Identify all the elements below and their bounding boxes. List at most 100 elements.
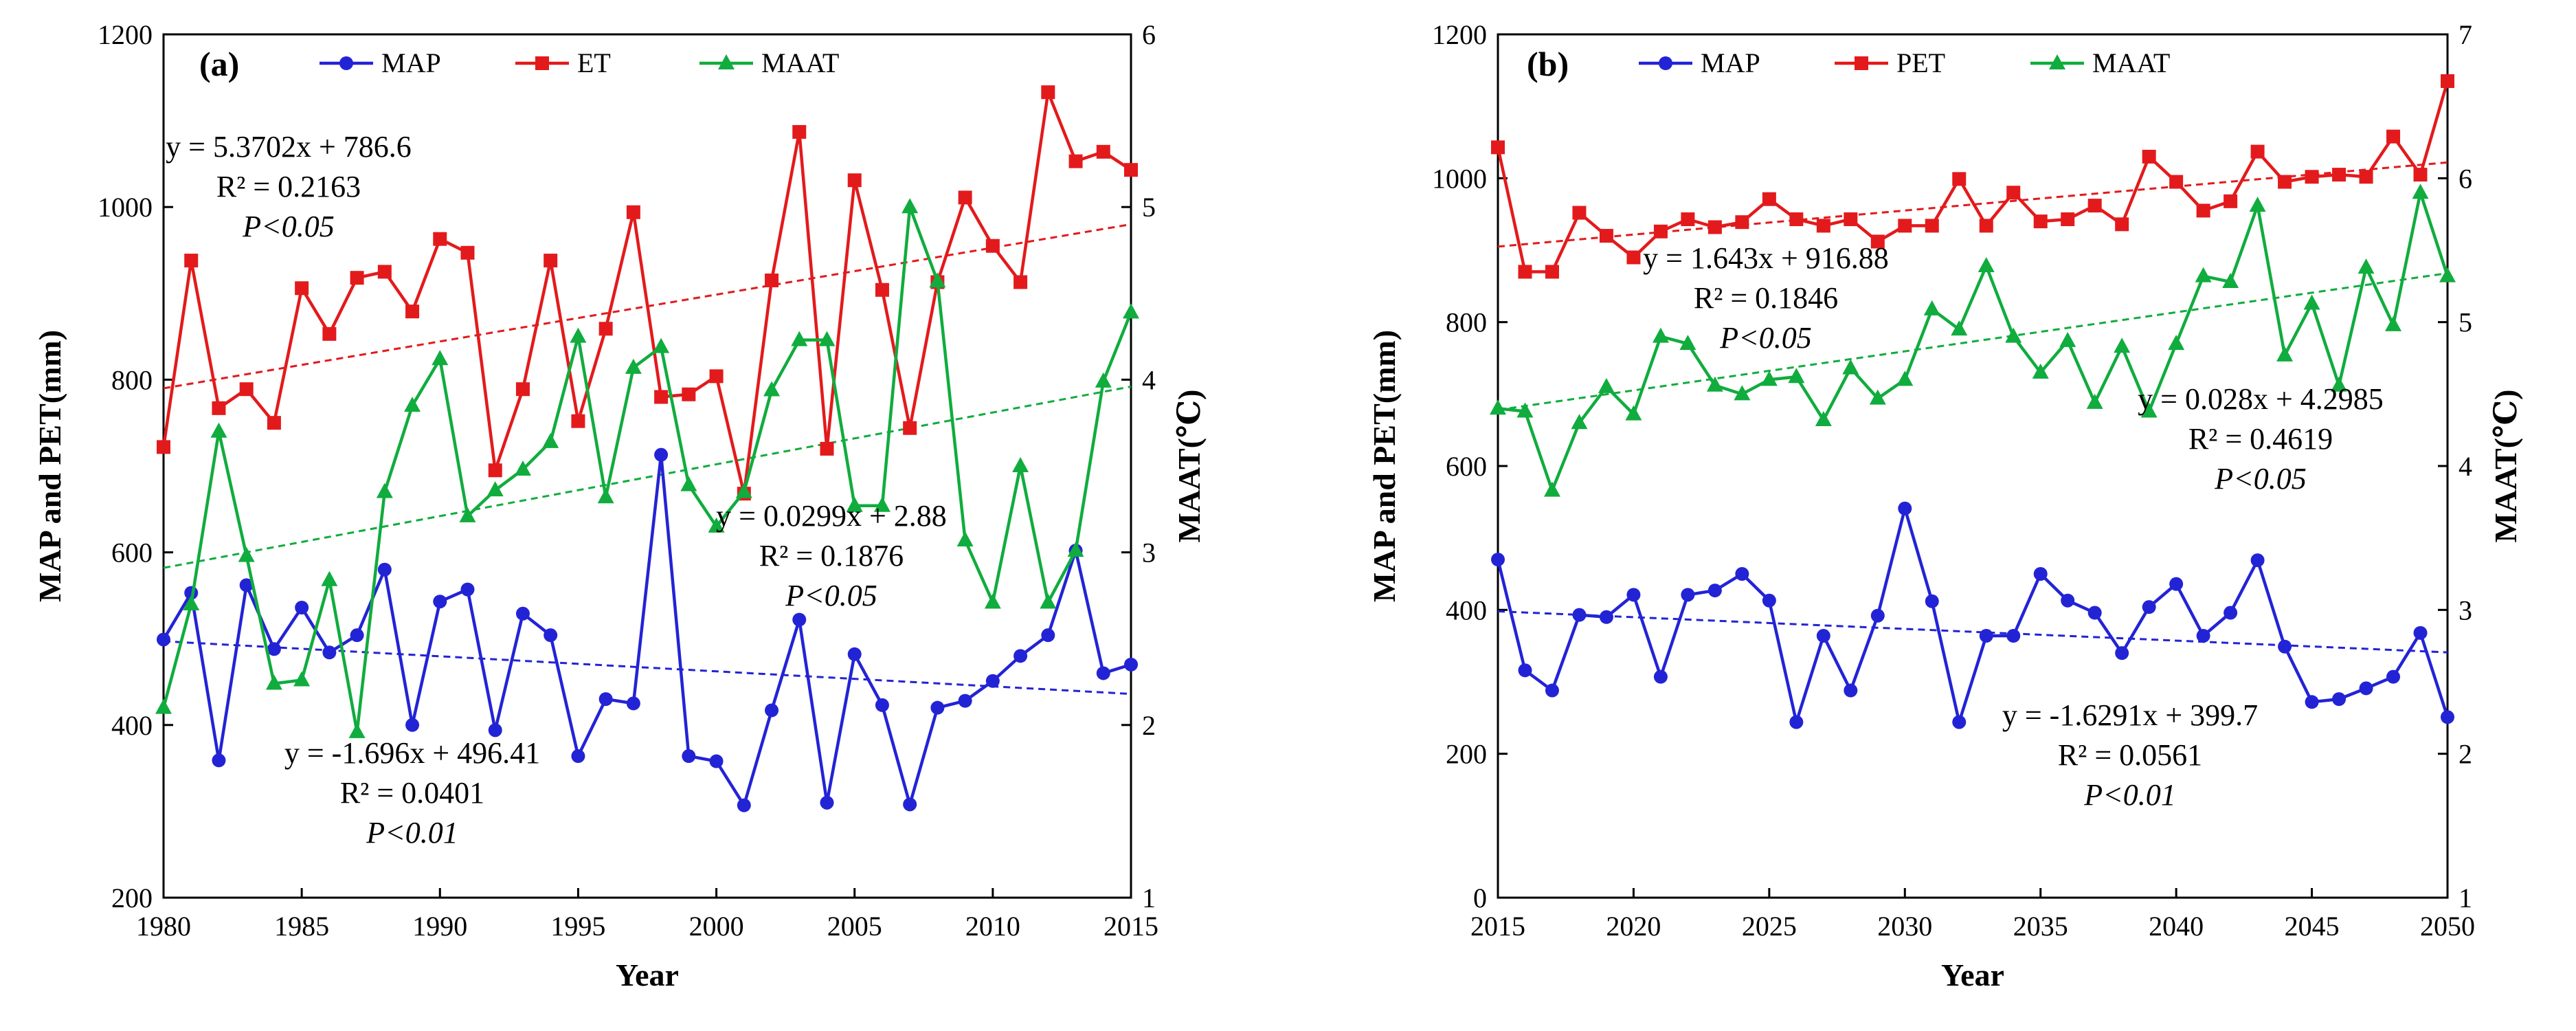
data-point-pet: [1572, 206, 1587, 220]
annotation-line: P<0.05: [242, 210, 335, 243]
data-point-pet: [1925, 219, 1939, 233]
data-point-maat: [2086, 393, 2103, 409]
data-point-pet: [1870, 234, 1885, 249]
data-point-pet: [1844, 212, 1858, 226]
x-axis-title: Year: [1941, 957, 2004, 993]
data-point-maat: [486, 481, 504, 497]
data-point-maat: [1067, 542, 1084, 557]
data-point-maat: [2114, 337, 2131, 353]
data-point-maat: [2168, 335, 2185, 351]
data-point-map: [737, 798, 751, 812]
data-point-maat: [2412, 184, 2429, 199]
y-tick-label: 200: [1446, 739, 1487, 770]
data-point-map: [1124, 657, 1138, 672]
data-point-maat: [1040, 593, 1057, 609]
data-point-pet: [2061, 212, 2075, 226]
y2-tick-label: 3: [1142, 537, 1156, 568]
data-point-maat: [1095, 372, 1112, 388]
data-point-et: [820, 441, 834, 456]
data-point-maat: [183, 595, 200, 610]
data-point-map: [1925, 594, 1939, 608]
y2-axis-title: MAAT(℃): [2488, 390, 2523, 543]
data-point-et: [847, 173, 862, 188]
data-point-map: [654, 447, 669, 462]
data-point-maat: [321, 570, 338, 586]
data-point-maat: [2276, 346, 2294, 362]
y-tick-label: 400: [111, 710, 153, 741]
legend-marker-map: [1659, 56, 1672, 70]
data-point-map: [2115, 646, 2129, 661]
data-point-maat: [1951, 320, 1968, 336]
data-point-map: [1979, 629, 1993, 643]
data-point-maat: [1490, 399, 1506, 415]
data-point-et: [405, 304, 420, 319]
data-point-map: [1789, 715, 1804, 729]
data-point-maat: [708, 517, 725, 533]
data-point-pet: [2142, 149, 2156, 164]
data-point-pet: [1599, 229, 1613, 243]
data-point-maat: [2331, 376, 2348, 392]
regression-annotation: y = 0.028x + 4.2985 R² = 0.4619 P<0.05: [2138, 382, 2384, 496]
data-point-pet: [1735, 215, 1749, 230]
y2-tick-label: 1: [2459, 883, 2472, 913]
data-point-map: [1626, 588, 1641, 602]
data-point-et: [350, 271, 364, 285]
annotation-line: y = -1.696x + 496.41: [284, 736, 540, 770]
data-point-map: [2224, 606, 2238, 620]
data-point-et: [267, 416, 281, 430]
y-tick-label: 0: [1473, 883, 1487, 913]
data-point-maat: [763, 381, 781, 397]
data-point-map: [377, 562, 392, 577]
data-point-map: [460, 582, 475, 597]
data-point-maat: [1516, 402, 1534, 418]
data-point-map: [2169, 577, 2184, 591]
data-point-map: [1816, 629, 1830, 643]
data-point-maat: [348, 722, 366, 738]
data-point-et: [709, 369, 724, 384]
annotation-line: y = 0.028x + 4.2985: [2138, 382, 2384, 416]
data-point-pet: [2305, 170, 2319, 184]
y2-axis-title: MAAT(℃): [1172, 390, 1207, 543]
data-point-map: [765, 703, 779, 718]
legend: MAP PET MAAT: [1639, 47, 2170, 78]
x-axis-title: Year: [616, 957, 679, 993]
regression-annotation: y = 0.0299x + 2.88 R² = 0.1876 P<0.05: [716, 499, 947, 612]
x-tick-label: 1985: [274, 911, 329, 942]
data-point-et: [765, 273, 779, 287]
data-point-maat: [238, 546, 255, 562]
data-point-maat: [2249, 197, 2266, 212]
data-point-maat: [1923, 300, 1940, 315]
data-point-map: [239, 578, 254, 592]
data-point-maat: [1543, 481, 1560, 497]
legend-label-et: ET: [577, 47, 611, 78]
y-tick-label: 800: [111, 364, 153, 395]
legend-marker-et: [535, 56, 549, 70]
data-point-maat: [1123, 303, 1139, 319]
data-point-maat: [1012, 457, 1029, 472]
y-tick-label: 1200: [98, 19, 153, 50]
annotation-line: P<0.01: [366, 816, 458, 850]
data-point-map: [2441, 710, 2454, 724]
data-point-et: [322, 326, 337, 341]
data-point-maat: [1842, 359, 1859, 375]
data-point-map: [598, 692, 613, 707]
data-point-map: [1545, 683, 1559, 698]
data-point-map: [1844, 683, 1858, 698]
data-point-pet: [2441, 74, 2454, 89]
data-point-maat: [901, 198, 919, 214]
x-tick-label: 2030: [1877, 911, 1932, 942]
y2-tick-label: 7: [2459, 19, 2472, 50]
data-point-map: [1707, 584, 1722, 598]
data-point-pet: [2224, 194, 2238, 208]
y-tick-label: 1200: [1432, 19, 1487, 50]
annotation-line: R² = 0.2163: [216, 170, 361, 203]
data-point-et: [544, 254, 558, 268]
data-point-et: [184, 254, 199, 268]
data-point-maat: [293, 671, 311, 687]
x-tick-label: 1990: [412, 911, 467, 942]
y2-tick-label: 2: [2459, 739, 2472, 770]
data-point-maat: [846, 496, 863, 512]
data-point-map: [571, 749, 585, 764]
x-tick-label: 2005: [827, 911, 882, 942]
